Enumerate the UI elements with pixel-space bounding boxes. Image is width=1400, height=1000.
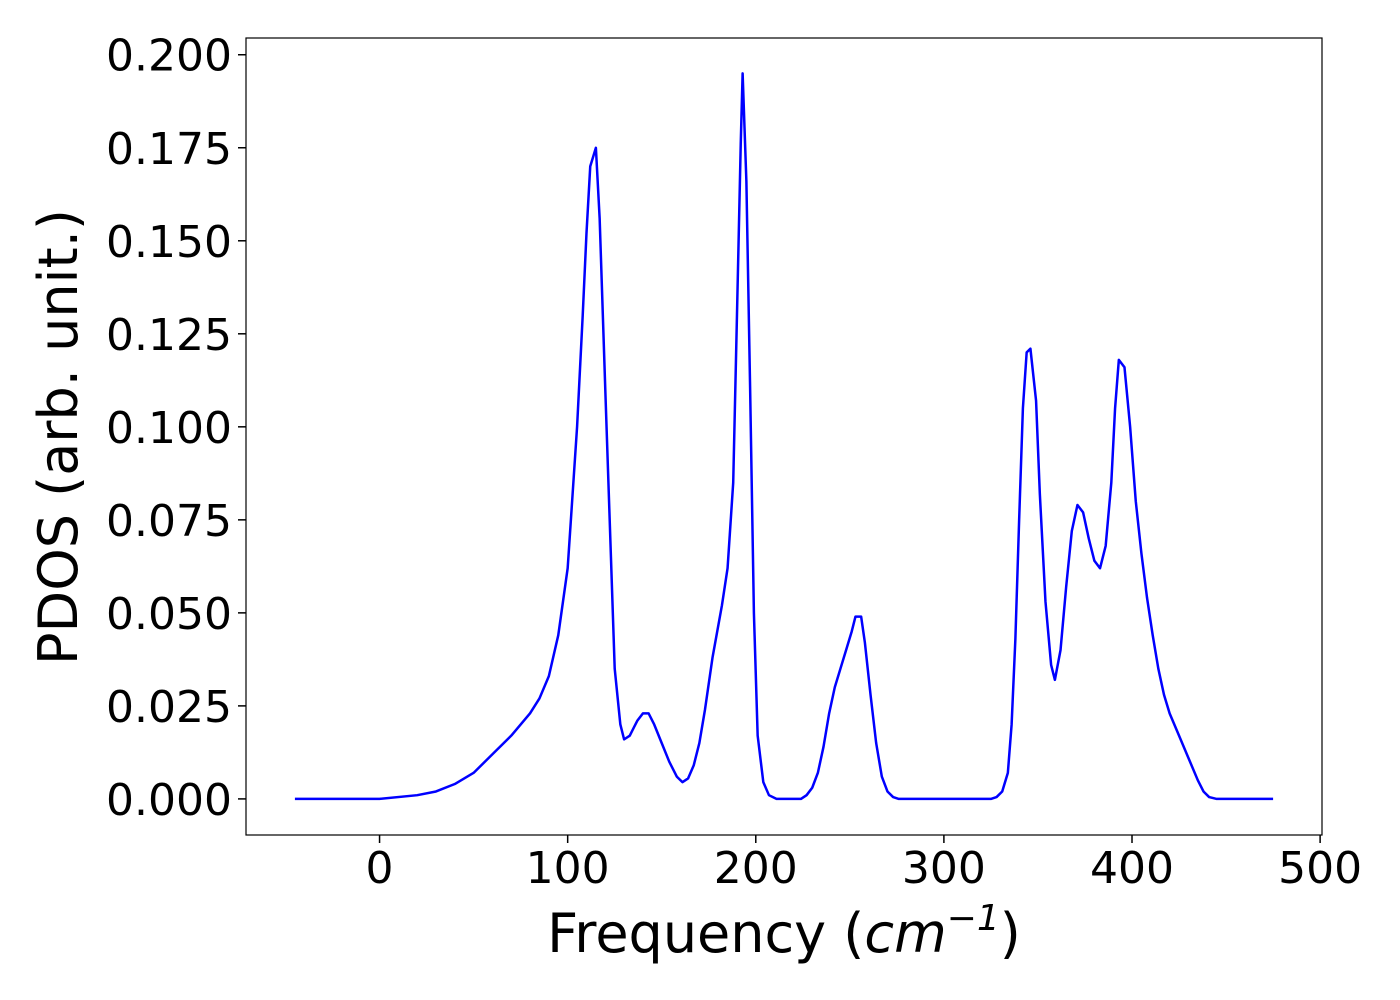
y-tick-label: 0.150 (106, 217, 232, 268)
x-tick-label: 0 (366, 843, 394, 894)
x-axis-label: Frequency (cm−1) (547, 898, 1021, 965)
y-tick-label: 0.100 (106, 403, 232, 454)
x-tick-label: 400 (1090, 843, 1174, 894)
x-label-part: cm (864, 902, 946, 965)
y-tick-label: 0.000 (106, 775, 232, 826)
data-line (294, 72, 1274, 801)
x-tick-label: 300 (902, 843, 986, 894)
y-tick-label: 0.025 (106, 682, 232, 733)
x-label-part: −1 (947, 898, 1000, 939)
y-tick-label: 0.175 (106, 124, 232, 175)
plot-frame (245, 37, 1323, 836)
x-label-part: Frequency ( (547, 902, 864, 965)
x-tick-label: 500 (1278, 843, 1362, 894)
y-tick-label: 0.050 (106, 589, 232, 640)
x-label-part: ) (1000, 902, 1021, 965)
y-axis-label: PDOS (arb. unit.) (27, 209, 90, 665)
y-tick-label: 0.125 (106, 310, 232, 361)
y-tick-label: 0.075 (106, 496, 232, 547)
x-tick-label: 100 (526, 843, 610, 894)
x-tick-label: 200 (714, 843, 798, 894)
y-tick-label: 0.200 (106, 31, 232, 82)
